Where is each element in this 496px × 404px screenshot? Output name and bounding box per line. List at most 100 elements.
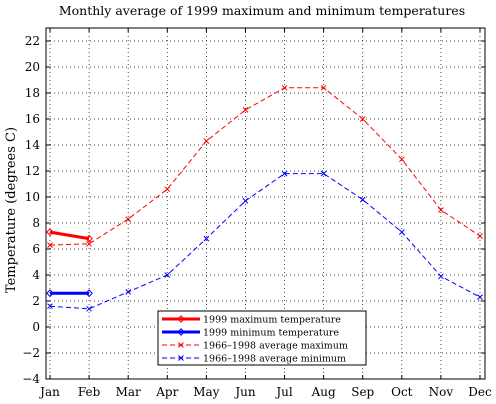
data-point-stroke	[86, 240, 92, 247]
y-axis-label: Temperature (degrees C)	[4, 127, 19, 293]
data-point	[281, 84, 288, 91]
series-1966-1998-average-minimum	[47, 170, 483, 312]
data-point	[125, 289, 132, 295]
data-point-stroke	[242, 198, 249, 204]
data-point	[164, 186, 171, 193]
y-tick-label: −2	[22, 346, 40, 360]
legend-marker	[178, 355, 184, 361]
data-point-stroke	[242, 107, 249, 113]
legend-label: 1966–1998 average maximum	[203, 341, 348, 352]
data-point-stroke	[203, 138, 210, 144]
data-point	[359, 116, 366, 122]
legend-marker	[177, 328, 185, 336]
data-point-stroke	[281, 84, 288, 91]
legend-entry: 1999 maximum temperature	[162, 315, 341, 326]
series-1999-minimum-temperature	[46, 289, 93, 298]
x-tick-label: Oct	[391, 385, 413, 399]
data-point	[438, 273, 444, 280]
legend-marker-stroke	[178, 355, 184, 361]
data-point	[359, 196, 366, 203]
x-tick-label: May	[193, 385, 219, 399]
series-line	[49, 87, 481, 246]
x-tick-label: Jan	[38, 385, 60, 399]
series-line	[49, 230, 90, 241]
data-point	[125, 216, 132, 222]
data-point	[46, 228, 54, 237]
chart-title: Monthly average of 1999 maximum and mini…	[59, 3, 465, 18]
data-series	[46, 84, 483, 312]
y-tick-label: 12	[25, 164, 40, 178]
data-point	[164, 272, 171, 278]
data-point	[86, 240, 92, 247]
data-point-stroke	[398, 156, 405, 163]
legend-marker	[177, 315, 185, 323]
y-tick-label: −4	[22, 372, 40, 386]
y-tick-label: 20	[25, 60, 40, 74]
x-tick-label: Feb	[78, 385, 101, 399]
y-tick-label: 0	[32, 320, 40, 334]
y-tick-label: 22	[25, 34, 40, 48]
data-point	[477, 294, 483, 300]
y-tick-label: 8	[32, 216, 40, 230]
data-point-stroke	[47, 242, 53, 248]
y-tick-label: 2	[32, 294, 40, 308]
x-tick-label: Apr	[155, 385, 178, 399]
series-1999-maximum-temperature	[46, 228, 93, 243]
data-point	[47, 303, 53, 310]
legend-label: 1999 maximum temperature	[203, 315, 341, 326]
y-tick-label: 10	[25, 190, 40, 204]
data-point-stroke	[477, 233, 483, 239]
data-point	[398, 229, 405, 235]
data-point-stroke	[164, 186, 171, 193]
data-point	[438, 207, 444, 213]
data-point-stroke	[86, 305, 92, 312]
legend-marker-stroke	[178, 342, 184, 348]
data-point-stroke	[47, 303, 53, 310]
y-tick-label: 4	[32, 268, 40, 282]
data-point	[477, 233, 483, 239]
series-line	[49, 173, 481, 310]
data-point-stroke	[164, 272, 171, 278]
plot-frame	[45, 27, 486, 380]
data-point-stroke	[320, 170, 327, 177]
data-point	[85, 289, 93, 298]
x-tick-label: Dec	[468, 385, 492, 399]
tick-labels: −4 −2 0 2 4 6 8 10 12 14 16 18 20 22 Jan Feb Mar Apr May Ju…	[22, 34, 492, 399]
data-point-stroke	[398, 229, 405, 235]
data-point-stroke	[438, 273, 444, 280]
series-1966-1998-average-maximum	[47, 84, 483, 248]
data-point-stroke	[203, 235, 210, 242]
legend-marker	[178, 342, 184, 348]
legend-label: 1999 minimum temperature	[203, 328, 339, 339]
data-point-stroke	[359, 116, 366, 122]
legend-entry: 1999 minimum temperature	[162, 328, 339, 339]
x-tick-label: Aug	[311, 385, 336, 399]
data-point	[85, 234, 93, 243]
y-tick-label: 14	[25, 138, 41, 152]
x-tick-label: Jun	[233, 385, 256, 399]
data-point	[46, 289, 54, 298]
data-point	[320, 84, 327, 91]
data-point	[86, 305, 92, 312]
data-point-stroke	[477, 294, 483, 300]
y-tick-label: 18	[25, 86, 40, 100]
legend-label: 1966–1998 average minimum	[203, 354, 346, 365]
data-point	[203, 235, 210, 242]
data-point-stroke	[281, 170, 288, 177]
y-tick-label: 16	[25, 112, 40, 126]
data-point	[320, 170, 327, 177]
legend-entry: 1966–1998 average maximum	[162, 341, 348, 352]
x-tick-label: Nov	[429, 385, 454, 399]
data-point-stroke	[320, 84, 327, 91]
y-tick-label: 6	[32, 242, 40, 256]
x-tick-label: Jul	[274, 385, 293, 399]
data-point-stroke	[125, 289, 132, 295]
data-point	[398, 156, 405, 163]
data-point	[203, 138, 210, 144]
data-point-stroke	[125, 216, 132, 222]
data-point-stroke	[359, 196, 366, 203]
legend: 1999 maximum temperature 1999 minimum tem…	[157, 310, 367, 366]
data-point	[47, 242, 53, 248]
data-point-stroke	[438, 207, 444, 213]
